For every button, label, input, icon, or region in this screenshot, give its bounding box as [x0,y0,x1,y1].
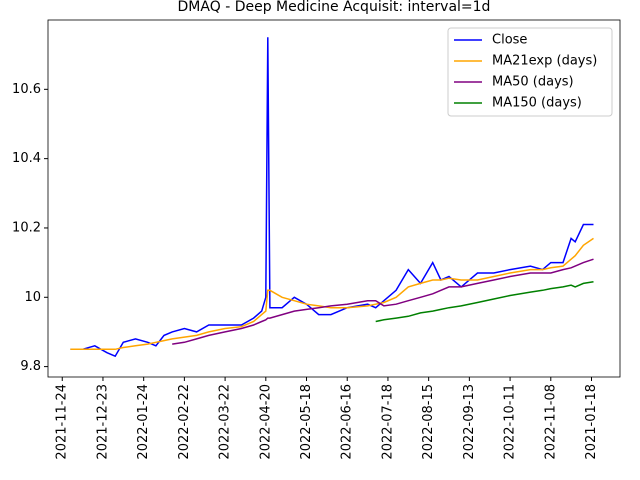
x-tick-label: 2021-01-18 [584,384,599,460]
x-tick-label: 2021-12-23 [95,384,110,460]
x-tick-label: 2022-05-18 [299,384,314,460]
series-line [70,237,594,351]
legend-box [447,27,613,117]
y-tick-label: 9.8 [20,359,41,374]
legend-label: MA21exp (days) [492,54,597,69]
legend-label: Close [492,33,527,48]
x-tick-label: 2022-10-11 [503,384,518,460]
x-tick-label: 2022-07-18 [380,384,395,460]
x-tick-label: 2021-11-24 [55,384,70,460]
x-tick-label: 2022-11-08 [543,384,558,460]
x-tick-label: 2022-04-20 [258,384,273,460]
chart-title: DMAQ - Deep Medicine Acquisit: interval=… [178,0,491,15]
legend-label: MA150 (days) [492,96,582,111]
y-tick-label: 10.4 [12,151,41,166]
series-line [172,258,594,345]
legend-label: MA50 (days) [492,75,574,90]
x-tick-label: 2022-01-24 [136,384,151,460]
axes-frame [47,19,621,378]
x-tick-label: 2022-08-15 [421,384,436,460]
x-tick-label: 2022-09-13 [462,384,477,460]
x-tick-label: 2022-03-22 [218,384,233,460]
y-tick-label: 10.2 [12,220,41,235]
x-tick-label: 2022-02-22 [177,384,192,460]
series-line [70,37,594,358]
series-line [375,280,594,323]
y-tick-label: 10 [24,290,41,305]
x-tick-label: 2022-06-16 [340,384,355,460]
y-tick-label: 10.6 [12,82,41,97]
